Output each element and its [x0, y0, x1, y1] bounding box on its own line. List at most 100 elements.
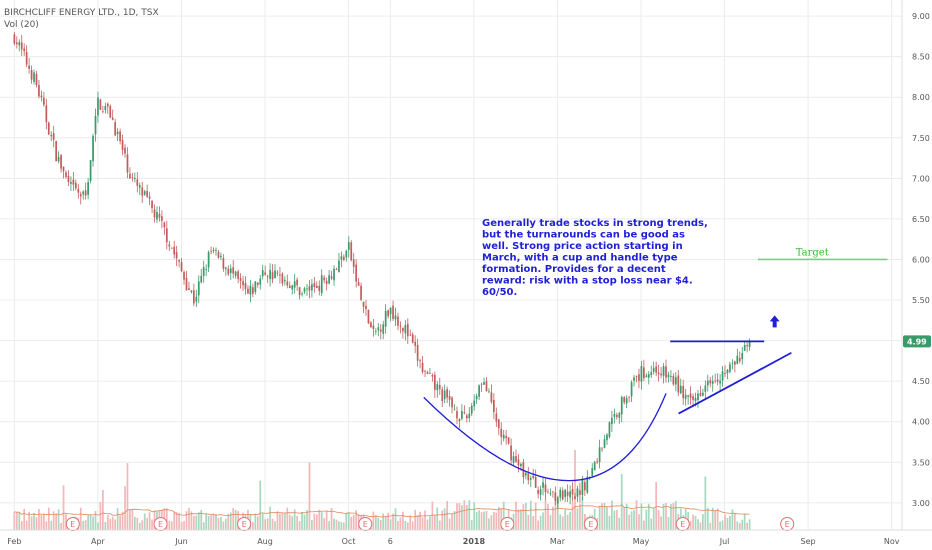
candle	[141, 181, 144, 204]
volume-bar	[581, 496, 584, 530]
volume-bar	[441, 510, 444, 530]
candle	[591, 463, 594, 478]
earnings-marker[interactable]: E	[65, 517, 80, 531]
candle	[190, 290, 193, 294]
volume-bar	[89, 514, 92, 530]
volume-bar	[566, 514, 569, 530]
candle	[335, 267, 338, 270]
volume-bar	[355, 510, 358, 530]
volume-bar	[335, 519, 338, 530]
volume-bar	[702, 514, 704, 530]
volume-bar	[175, 512, 178, 530]
volume-bar	[384, 516, 387, 530]
svg-text:E: E	[785, 520, 790, 529]
candle	[264, 265, 267, 276]
earnings-marker[interactable]: E	[237, 517, 252, 531]
volume-bar	[660, 516, 662, 530]
volume-bar	[517, 509, 520, 530]
candle	[684, 388, 687, 406]
volume-bar	[463, 500, 466, 530]
candle	[411, 332, 414, 344]
candle	[175, 245, 178, 267]
volume-bar	[736, 521, 739, 530]
candle	[229, 264, 232, 280]
volume-bar	[43, 513, 45, 530]
volume-bar	[119, 515, 121, 530]
candle	[448, 390, 451, 407]
candle	[726, 368, 729, 380]
candle	[399, 321, 402, 334]
earnings-marker[interactable]: E	[583, 517, 598, 531]
volume-bar	[665, 503, 667, 530]
volume-bar	[121, 511, 124, 530]
candle	[370, 320, 372, 328]
volume-bar	[488, 518, 490, 530]
candle	[623, 395, 626, 405]
candle	[468, 407, 471, 423]
candle	[28, 57, 30, 74]
volume-bar	[217, 517, 220, 530]
candle	[121, 134, 124, 156]
candle	[608, 421, 611, 439]
volume-bar	[99, 501, 102, 530]
volume-bar	[429, 516, 431, 530]
candle	[611, 410, 613, 432]
candle	[372, 318, 375, 337]
volume-bar	[340, 522, 343, 530]
volume-bar	[65, 514, 67, 530]
volume-bar	[227, 513, 230, 530]
candle	[306, 283, 308, 296]
y-tick-label: 7.00	[912, 174, 930, 183]
x-tick-label: Nov	[884, 537, 900, 546]
volume-bar	[55, 513, 58, 530]
candle	[522, 458, 525, 484]
earnings-marker[interactable]: E	[153, 517, 168, 531]
volume-bar	[82, 520, 85, 530]
candle	[456, 406, 458, 425]
candle	[574, 492, 576, 500]
volume-bar	[141, 520, 144, 530]
candle	[397, 312, 399, 331]
candle	[276, 270, 279, 277]
candle	[583, 478, 586, 496]
candle	[131, 172, 134, 182]
candle	[352, 252, 355, 274]
volume-bar	[443, 508, 446, 530]
volume-bar	[205, 513, 208, 530]
volume-bar	[190, 511, 193, 530]
volume-bar	[748, 519, 751, 530]
volume-bar	[288, 514, 291, 530]
candle	[601, 447, 603, 452]
earnings-marker[interactable]: E	[358, 517, 373, 531]
time-axis: Feb Apr Jun Aug Oct 6 2018 Mar May Jul Sep Nov	[7, 537, 899, 546]
volume-bar	[271, 518, 274, 530]
candle	[99, 98, 102, 110]
candle	[620, 395, 623, 423]
volume-bar	[252, 522, 254, 530]
volume-bar	[478, 510, 480, 530]
candle	[547, 488, 549, 494]
candle	[655, 361, 658, 377]
candle	[180, 258, 183, 273]
earnings-marker[interactable]: E	[675, 517, 690, 531]
candle	[33, 69, 35, 85]
candle	[220, 252, 222, 260]
earnings-marker[interactable]: E	[500, 517, 515, 531]
candle	[87, 177, 89, 200]
candle	[443, 384, 446, 404]
volume-bar	[672, 502, 675, 530]
volume-bar	[453, 511, 456, 530]
candle	[441, 386, 444, 407]
volume-bar	[638, 514, 640, 530]
earnings-marker[interactable]: E	[780, 517, 795, 531]
candle	[212, 247, 215, 254]
candle	[470, 402, 473, 417]
svg-text:E: E	[588, 520, 593, 529]
candle	[210, 246, 212, 255]
candle	[409, 329, 412, 336]
volume-bar	[490, 515, 493, 530]
volume-bar	[650, 518, 653, 530]
candle	[173, 240, 176, 259]
svg-text:E: E	[363, 520, 368, 529]
